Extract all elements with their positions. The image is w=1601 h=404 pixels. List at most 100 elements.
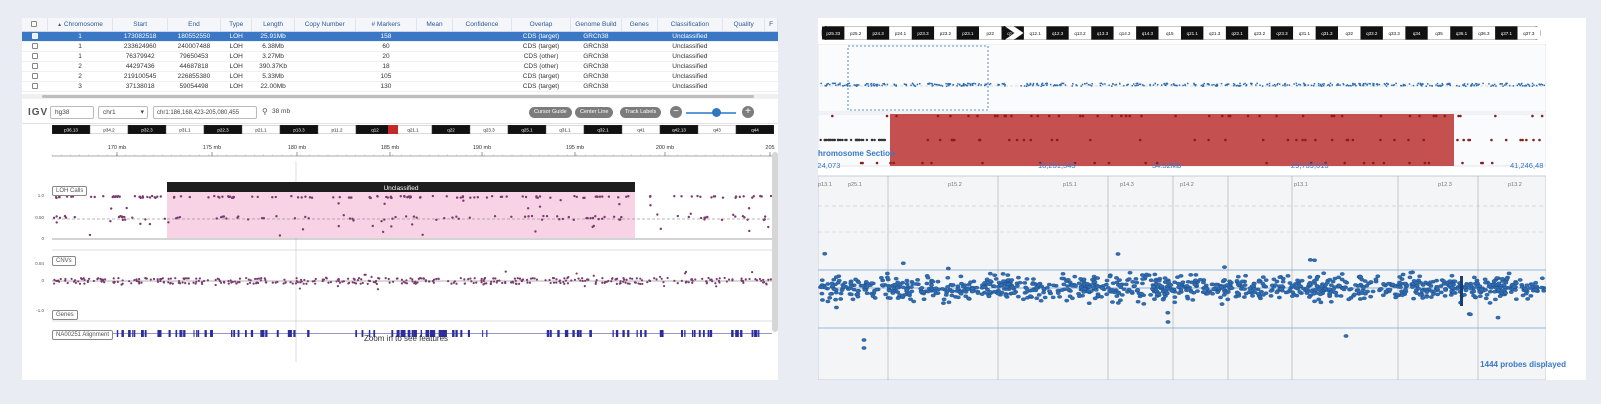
column-header[interactable]: Length xyxy=(251,18,295,32)
row-checkbox[interactable] xyxy=(22,41,48,52)
column-header[interactable]: Genes xyxy=(621,18,658,32)
zoom-slider-knob[interactable] xyxy=(712,108,721,117)
row-checkbox[interactable] xyxy=(22,71,48,82)
overview-point xyxy=(1293,83,1295,85)
row-checkbox[interactable] xyxy=(22,31,48,42)
overview-point xyxy=(842,85,844,87)
overview-point xyxy=(1170,84,1173,86)
column-header[interactable]: F xyxy=(764,18,778,32)
zoom-in-icon[interactable]: + xyxy=(742,106,754,118)
cnv-point xyxy=(314,282,317,285)
overview-point xyxy=(878,84,880,86)
zoom-slider[interactable] xyxy=(686,112,736,114)
loh-track-label[interactable]: LOH Calls xyxy=(52,186,88,196)
cnv-point xyxy=(472,281,475,285)
cnv-point xyxy=(336,284,340,288)
probe-point xyxy=(1034,296,1040,301)
table-row[interactable]: 2 219100545 226855380 LOH 5.33Mb 105 CDS (targ… xyxy=(22,71,778,82)
probe-point xyxy=(1331,287,1336,291)
loh-point xyxy=(376,195,379,198)
loh-strip-point xyxy=(1073,161,1077,165)
probe-point xyxy=(1399,293,1405,298)
overview-point xyxy=(1449,84,1451,87)
loh-point xyxy=(490,194,494,198)
column-header[interactable]: Classification xyxy=(657,18,724,32)
table-horizontal-scrollbar[interactable] xyxy=(22,94,778,99)
column-header[interactable]: # Markers xyxy=(355,18,418,32)
column-header[interactable]: Type xyxy=(220,18,253,32)
center-line-button[interactable]: Center Line xyxy=(575,107,614,118)
cnv-point xyxy=(610,280,613,283)
column-header[interactable]: Overlap xyxy=(511,18,572,32)
column-header[interactable]: End xyxy=(167,18,221,32)
genes-track-label[interactable]: Genes xyxy=(52,310,78,320)
overview-point xyxy=(1053,84,1056,86)
chromosome-ideogram[interactable]: p25.33 p25.2 p24.3 p24.1 p23.3 p23.2 p23.1 p22 q… xyxy=(818,26,1546,40)
column-header[interactable]: Quality xyxy=(722,18,766,32)
genome-select[interactable]: hg38 xyxy=(50,106,94,119)
alignment-track-label[interactable]: NA00251 Alignment xyxy=(52,330,114,340)
probe-point xyxy=(1072,274,1078,279)
chromosome-select[interactable]: chr1 ▾ xyxy=(98,106,148,119)
probe-point xyxy=(1172,300,1178,305)
select-all-checkbox[interactable] xyxy=(22,18,48,32)
overview-point xyxy=(1346,84,1349,86)
column-header[interactable]: Start xyxy=(112,18,169,32)
column-header[interactable]: Mean xyxy=(416,18,453,32)
locus-input[interactable]: chr1:186,168,423-205,080,455 xyxy=(153,106,257,119)
column-header[interactable]: Confidence xyxy=(452,18,513,32)
tracks-vertical-scrollbar[interactable] xyxy=(772,152,778,332)
loh-point xyxy=(307,217,310,220)
probe-point xyxy=(1156,279,1162,283)
table-cell: 233624960 xyxy=(112,41,168,52)
table-cell xyxy=(722,81,765,92)
overview-point xyxy=(968,82,970,85)
table-cell xyxy=(764,61,778,72)
loh-point xyxy=(762,218,765,222)
row-checkbox[interactable] xyxy=(22,81,48,92)
loh-point xyxy=(409,195,413,199)
search-icon[interactable]: ⚲ xyxy=(262,107,268,116)
table-row[interactable]: 1 76379942 79650453 LOH 3.27Mb 20 CDS (other) G… xyxy=(22,51,778,62)
loh-point xyxy=(399,195,402,198)
cnv-point xyxy=(631,277,634,280)
column-header[interactable]: Genome Build xyxy=(570,18,622,32)
table-row[interactable]: 3 37138018 59054498 LOH 22.00Mb 130 CDS (targe… xyxy=(22,81,778,92)
probe-point xyxy=(930,293,936,298)
probe-point xyxy=(1506,271,1512,276)
row-checkbox[interactable] xyxy=(22,51,48,62)
loh-strip-point xyxy=(1540,114,1544,118)
scrollbar-thumb[interactable] xyxy=(42,95,754,98)
track-labels-button[interactable]: Track Labels xyxy=(620,107,662,118)
overview-point xyxy=(1491,84,1494,86)
overview-point xyxy=(1178,84,1181,86)
probe-point xyxy=(1229,286,1235,290)
loh-point xyxy=(696,194,699,198)
chromosome-ideogram[interactable]: p36.13 p34.2 p32.3 p31.1 p22.3 p21.1 p13.3 p11.… xyxy=(52,125,774,134)
probe-point xyxy=(838,291,844,296)
table-row[interactable]: 1 173082518 180552550 LOH 25.91Mb 158 CDS (tar… xyxy=(22,31,778,42)
cnv-track-label[interactable]: CNVs xyxy=(52,256,76,266)
cnv-point xyxy=(526,281,529,284)
probe-point xyxy=(1528,294,1534,298)
overview-point xyxy=(1350,85,1352,87)
column-header[interactable]: Copy Number xyxy=(294,18,356,32)
column-header[interactable]: ▲ Chromosome xyxy=(47,18,114,32)
probe-point xyxy=(904,287,909,292)
overview-point xyxy=(1215,85,1217,87)
probe-point xyxy=(895,296,901,300)
ideogram-band-label: q42.13 xyxy=(672,128,686,133)
probe-point xyxy=(841,284,847,289)
zoom-out-icon[interactable]: − xyxy=(670,106,682,118)
table-row[interactable]: 2 44297436 44687818 LOH 390.37Kb 18 CDS (other… xyxy=(22,61,778,72)
cursor-guide-button[interactable]: Cursor Guide xyxy=(529,107,572,118)
probe-point xyxy=(1042,295,1048,300)
loh-strip-point xyxy=(1301,114,1305,118)
table-cell xyxy=(294,41,356,52)
table-cell: 226855380 xyxy=(167,71,221,82)
row-checkbox[interactable] xyxy=(22,61,48,72)
table-row[interactable]: 1 233624960 240007488 LOH 6.38Mb 60 CDS (targe… xyxy=(22,41,778,52)
overview-point xyxy=(1139,83,1141,86)
ideogram-band-label: p11.2 xyxy=(332,128,343,133)
loh-point xyxy=(131,216,134,219)
